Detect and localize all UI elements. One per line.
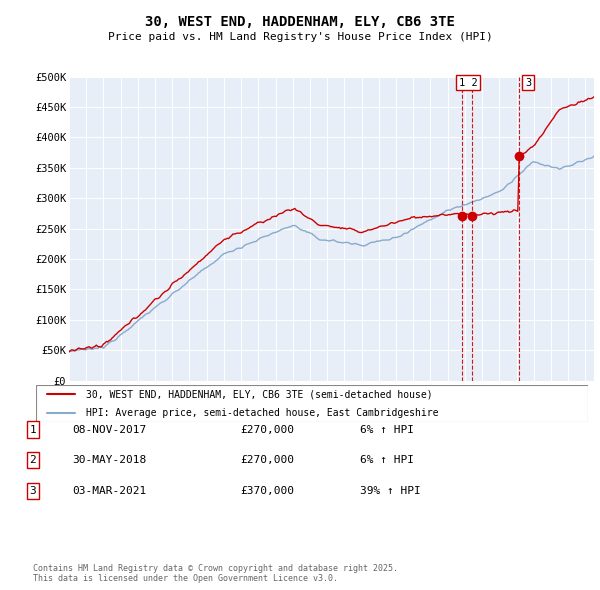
Text: 3: 3 bbox=[29, 486, 37, 496]
Text: Price paid vs. HM Land Registry's House Price Index (HPI): Price paid vs. HM Land Registry's House … bbox=[107, 32, 493, 42]
Text: 6% ↑ HPI: 6% ↑ HPI bbox=[360, 455, 414, 465]
Text: 3: 3 bbox=[525, 78, 531, 88]
Text: 08-NOV-2017: 08-NOV-2017 bbox=[72, 425, 146, 434]
Text: 2: 2 bbox=[29, 455, 37, 465]
Text: 03-MAR-2021: 03-MAR-2021 bbox=[72, 486, 146, 496]
Text: 30-MAY-2018: 30-MAY-2018 bbox=[72, 455, 146, 465]
Text: 6% ↑ HPI: 6% ↑ HPI bbox=[360, 425, 414, 434]
Text: Contains HM Land Registry data © Crown copyright and database right 2025.
This d: Contains HM Land Registry data © Crown c… bbox=[33, 563, 398, 583]
Text: £270,000: £270,000 bbox=[240, 425, 294, 434]
Text: HPI: Average price, semi-detached house, East Cambridgeshire: HPI: Average price, semi-detached house,… bbox=[86, 408, 438, 418]
Text: 1 2: 1 2 bbox=[459, 78, 478, 88]
Text: 30, WEST END, HADDENHAM, ELY, CB6 3TE: 30, WEST END, HADDENHAM, ELY, CB6 3TE bbox=[145, 15, 455, 30]
Text: £270,000: £270,000 bbox=[240, 455, 294, 465]
Text: 39% ↑ HPI: 39% ↑ HPI bbox=[360, 486, 421, 496]
Text: £370,000: £370,000 bbox=[240, 486, 294, 496]
Text: 30, WEST END, HADDENHAM, ELY, CB6 3TE (semi-detached house): 30, WEST END, HADDENHAM, ELY, CB6 3TE (s… bbox=[86, 389, 433, 399]
Text: 1: 1 bbox=[29, 425, 37, 434]
